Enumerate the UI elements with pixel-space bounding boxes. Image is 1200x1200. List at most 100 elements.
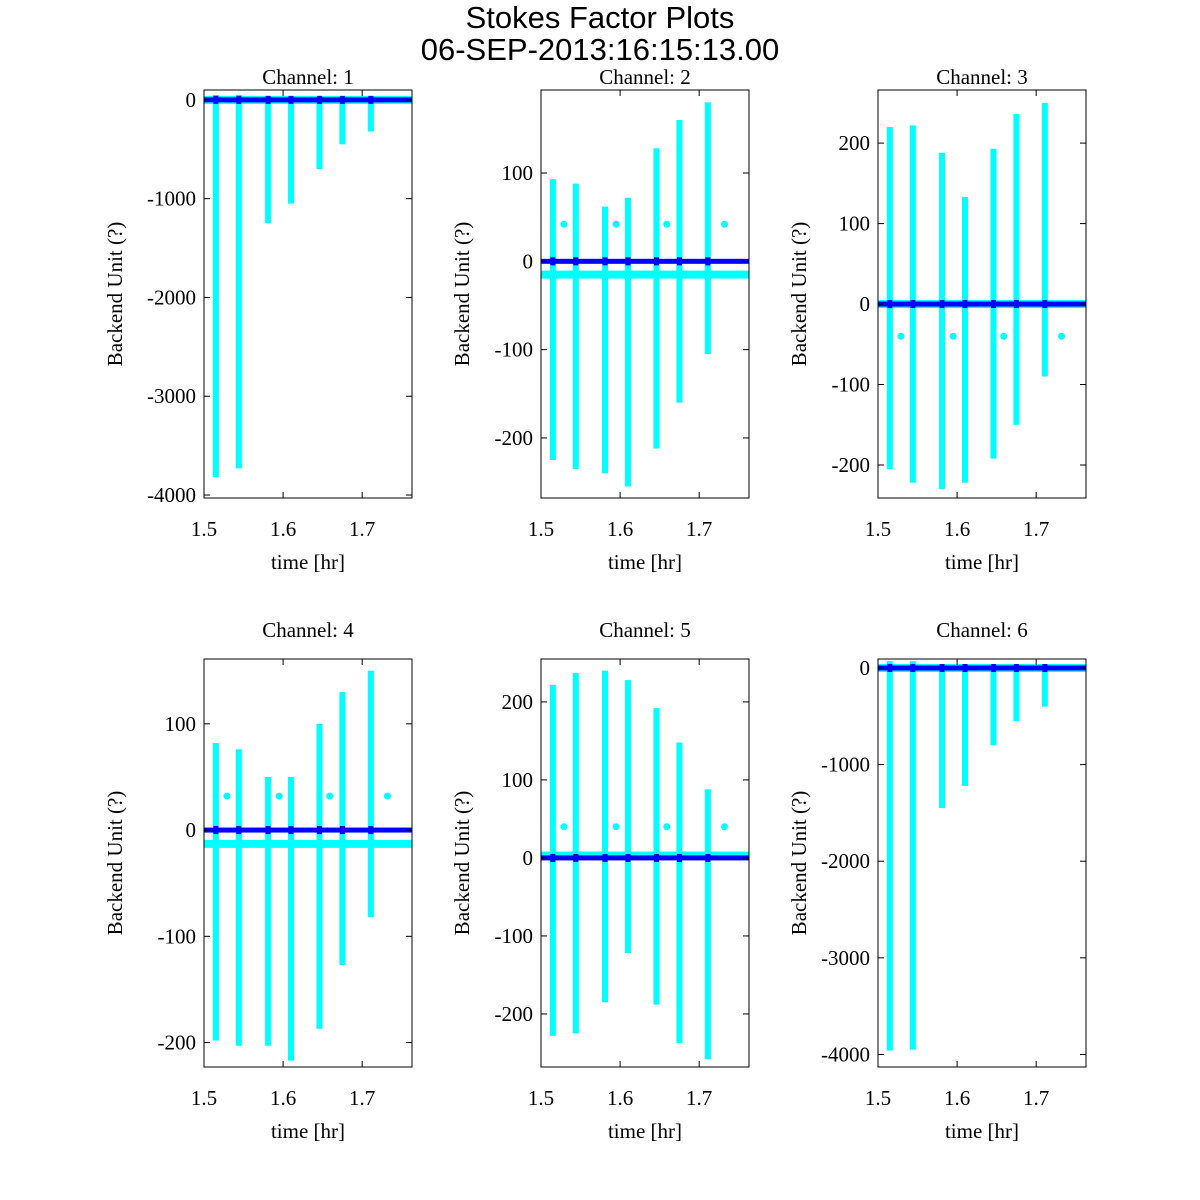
- zero-marker: [910, 663, 916, 672]
- y-tick-label: -100: [495, 338, 534, 362]
- y-tick-label: -2000: [147, 285, 196, 309]
- x-axis-label: time [hr]: [945, 1119, 1019, 1143]
- y-axis-label: Backend Unit (?): [450, 222, 474, 367]
- dot-mark: [560, 220, 568, 228]
- zero-marker: [1042, 300, 1048, 309]
- y-tick-label: -2000: [821, 849, 870, 873]
- zero-marker: [962, 300, 968, 309]
- zero-marker: [887, 300, 893, 309]
- streak-mark: [602, 670, 609, 1003]
- zero-marker: [625, 853, 631, 862]
- plot-area: [204, 659, 412, 1067]
- x-tick-label: 1.6: [607, 1086, 633, 1110]
- plot-area: [541, 659, 749, 1067]
- zero-marker: [939, 663, 945, 672]
- zero-marker: [288, 826, 294, 835]
- y-tick-label: -100: [832, 373, 871, 397]
- y-tick-label: 0: [523, 846, 534, 870]
- y-tick-label: 100: [839, 212, 871, 236]
- x-tick-label: 1.7: [1023, 517, 1049, 541]
- x-tick-label: 1.6: [944, 1086, 970, 1110]
- dot-mark: [897, 332, 905, 340]
- axes-box: [877, 658, 1087, 1068]
- x-tick-label: 1.7: [686, 517, 712, 541]
- zero-marker: [550, 257, 556, 266]
- y-tick-label: -4000: [147, 483, 196, 507]
- streak-mark: [549, 179, 556, 461]
- y-tick-label: 0: [186, 818, 197, 842]
- y-tick-label: 100: [502, 161, 534, 185]
- streak-mark: [572, 673, 579, 1034]
- streak-mark: [265, 99, 272, 224]
- zero-marker: [602, 853, 608, 862]
- y-tick-label: 0: [860, 656, 871, 680]
- streak-mark: [990, 667, 997, 746]
- x-axis-label: time [hr]: [608, 1119, 682, 1143]
- y-tick-label: -1000: [147, 187, 196, 211]
- y-axis-label: Backend Unit (?): [787, 222, 811, 367]
- streak-mark: [704, 102, 711, 355]
- x-tick-label: 1.5: [528, 517, 554, 541]
- x-axis-label: time [hr]: [271, 1119, 345, 1143]
- streak-mark: [235, 94, 242, 469]
- zero-line: [204, 97, 412, 103]
- dot-mark: [612, 823, 620, 831]
- subplot-channel-5: 1.5 1.6 1.7 200 100 0 -100 -200 Channel: 5 time […: [450, 618, 750, 1143]
- x-tick-label: 1.6: [944, 517, 970, 541]
- subplot-title: Channel: 2: [599, 65, 691, 89]
- dot-mark: [612, 220, 620, 228]
- streak-mark: [939, 152, 946, 490]
- zero-line: [878, 665, 1086, 671]
- streak-mark: [316, 723, 323, 1029]
- cyan-baseline: [541, 270, 749, 279]
- zero-marker: [368, 826, 374, 835]
- dot-mark: [1000, 332, 1008, 340]
- zero-marker: [676, 853, 682, 862]
- dot-mark: [1057, 332, 1065, 340]
- zero-marker: [705, 257, 711, 266]
- streak-mark: [961, 197, 968, 483]
- plot-area: [204, 90, 412, 498]
- streak-mark: [212, 742, 219, 1041]
- dot-mark: [949, 332, 957, 340]
- streak-mark: [265, 776, 272, 1046]
- subplot-title: Channel: 5: [599, 618, 691, 642]
- zero-marker: [990, 300, 996, 309]
- zero-marker: [1013, 663, 1019, 672]
- zero-marker: [887, 663, 893, 672]
- x-tick-label: 1.7: [349, 1086, 375, 1110]
- zero-marker: [213, 95, 219, 104]
- zero-marker: [573, 853, 579, 862]
- streak-mark: [909, 661, 916, 1050]
- streak-mark: [653, 148, 660, 449]
- y-tick-label: -1000: [821, 753, 870, 777]
- axes-box: [203, 89, 413, 499]
- zero-line: [541, 258, 749, 264]
- y-tick-label: -100: [158, 924, 197, 948]
- zero-marker: [705, 853, 711, 862]
- streak-mark: [316, 99, 323, 170]
- streak-mark: [961, 667, 968, 786]
- zero-marker: [265, 826, 271, 835]
- dot-mark: [720, 220, 728, 228]
- x-axis-label: time [hr]: [271, 550, 345, 574]
- streak-mark: [367, 670, 374, 918]
- streak-mark: [287, 99, 294, 204]
- zero-marker: [625, 257, 631, 266]
- x-tick-label: 1.5: [865, 517, 891, 541]
- zero-marker: [990, 663, 996, 672]
- zero-marker: [316, 95, 322, 104]
- zero-marker: [910, 300, 916, 309]
- streak-mark: [1041, 667, 1048, 707]
- zero-marker: [339, 826, 345, 835]
- y-tick-label: -200: [495, 1002, 534, 1026]
- subplot-channel-3: 1.5 1.6 1.7 200 100 0 -100 -200 Channel: 3 time […: [787, 65, 1087, 574]
- zero-marker: [1042, 663, 1048, 672]
- zero-marker: [939, 300, 945, 309]
- zero-marker: [236, 826, 242, 835]
- zero-marker: [1013, 300, 1019, 309]
- streak-mark: [287, 776, 294, 1061]
- zero-marker: [676, 257, 682, 266]
